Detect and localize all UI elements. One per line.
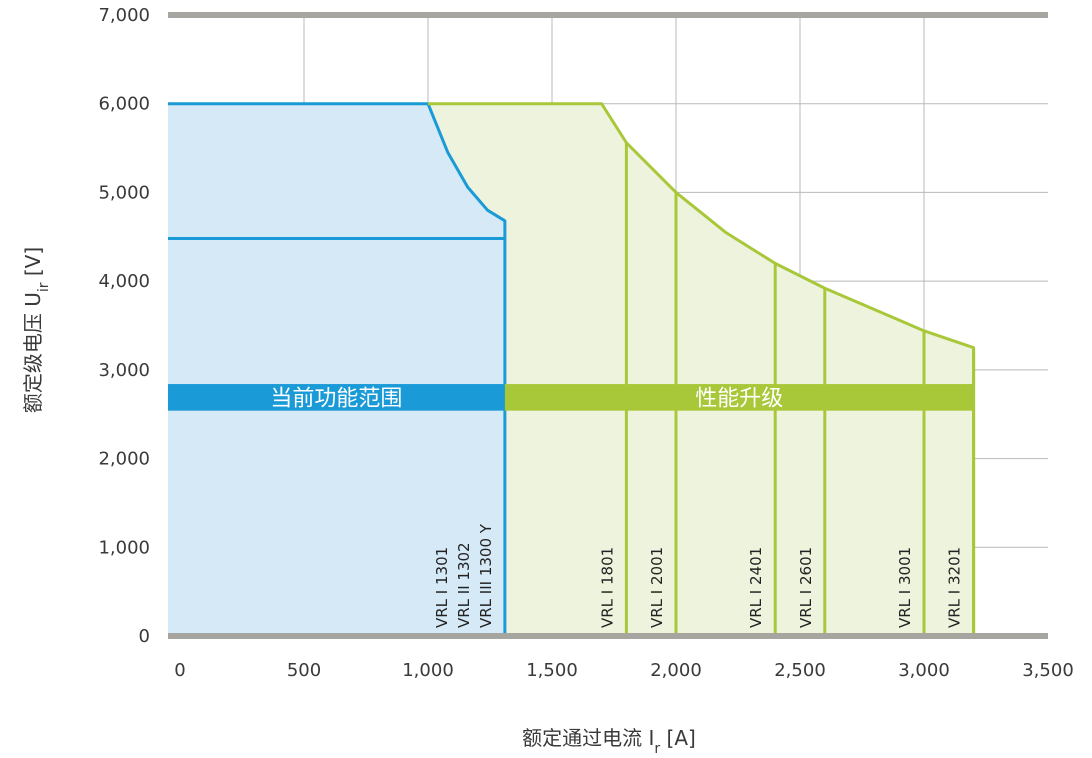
y-tick-label: 4,000 (98, 271, 150, 292)
model-label: VRL II 1302 (455, 542, 473, 628)
model-labels: VRL I 1301 VRL II 1302 VRL III 1300 Y VRL I… (433, 523, 964, 628)
x-axis-title-sub: r (654, 741, 660, 757)
x-tick-label: 3,000 (898, 660, 950, 681)
y-axis-title-unit: [V] (21, 247, 45, 283)
model-label: VRL I 1801 (598, 547, 616, 628)
y-tick-label: 0 (139, 626, 150, 647)
upgrade-range-band-label: 性能升级 (695, 386, 783, 411)
model-label: VRL I 2001 (648, 547, 666, 628)
y-axis-title: 额定级电压 Uir [V] (21, 247, 52, 413)
current-range-area-top (168, 103, 505, 636)
model-label: VRL I 3001 (896, 547, 914, 628)
range-bands: 当前功能范围 性能升级 (168, 384, 974, 411)
y-tick-label: 6,000 (98, 94, 150, 115)
y-tick-label: 2,000 (98, 449, 150, 470)
x-tick-label: 0 (174, 660, 185, 681)
x-tick-label: 500 (287, 660, 321, 681)
x-axis-title: 额定通过电流 Ir [A] (522, 726, 696, 757)
model-label: VRL I 3201 (946, 547, 964, 628)
x-tick-label: 2,500 (774, 660, 826, 681)
y-tick-label: 7,000 (98, 5, 150, 26)
current-range-band-label: 当前功能范围 (270, 386, 402, 411)
y-tick-label: 5,000 (98, 182, 150, 203)
x-tick-label: 1,000 (402, 660, 454, 681)
model-label: VRL I 1301 (433, 547, 451, 628)
y-axis-title-main: 额定级电压 U (21, 292, 45, 413)
x-tick-label: 1,500 (526, 660, 578, 681)
axes (168, 12, 1048, 639)
upgrade-range-band (504, 384, 974, 411)
plot-areas (168, 102, 976, 636)
x-tick-label: 2,000 (650, 660, 702, 681)
upgrade-range-area (428, 103, 974, 636)
model-label: VRL I 2401 (747, 547, 765, 628)
x-tick-label: 3,500 (1022, 660, 1074, 681)
y-axis-title-sub: ir (36, 282, 52, 292)
x-axis-title-main: 额定通过电流 I (522, 726, 654, 750)
x-axis-title-unit: [A] (660, 726, 696, 750)
model-label: VRL I 2601 (797, 547, 815, 628)
current-range-band (168, 384, 505, 411)
model-label: VRL III 1300 Y (477, 523, 495, 628)
y-tick-label: 1,000 (98, 537, 150, 558)
y-tick-label: 3,000 (98, 360, 150, 381)
tick-labels: 0 1,000 2,000 3,000 4,000 5,000 6,000 7,000 0 500… (98, 5, 1073, 681)
